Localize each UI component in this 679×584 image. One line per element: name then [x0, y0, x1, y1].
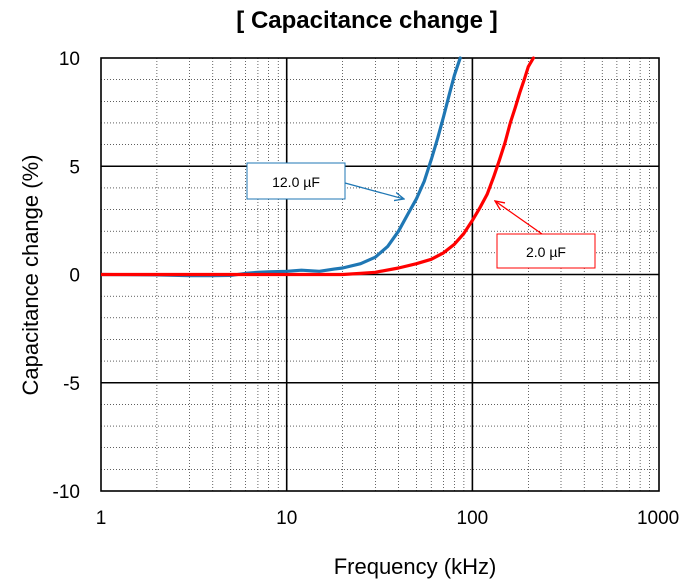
x-tick-label: 10 [276, 508, 297, 529]
x-tick-label: 1000 [637, 508, 679, 529]
x-tick-label: 1 [96, 508, 107, 529]
y-tick-label: 5 [69, 157, 80, 178]
callout-label-12uf: 12.0 µF [272, 174, 320, 190]
y-tick-label: -5 [63, 374, 80, 395]
y-tick-labels: 10 5 0 -5 -10 [53, 49, 80, 503]
y-tick-label: -10 [53, 482, 80, 503]
y-tick-label: 0 [69, 266, 80, 287]
y-axis-label: Capacitance change (%) [18, 155, 43, 396]
chart-title: [ Capacitance change ] [236, 7, 497, 34]
callout-box-12uf [246, 162, 346, 200]
x-tick-labels: 1 10 100 1000 [96, 508, 679, 529]
callout-arrow-12uf [344, 182, 404, 199]
y-tick-label: 10 [59, 49, 80, 70]
callout-label-2uf: 2.0 µF [526, 244, 566, 260]
callout-box-2uf [496, 233, 596, 269]
series-line-2uf [101, 56, 536, 277]
series-lines [101, 56, 536, 278]
callouts: 12.0 µF 2.0 µF [246, 162, 596, 269]
x-tick-label: 100 [457, 508, 489, 529]
x-axis-label: Frequency (kHz) [334, 554, 497, 579]
callout-arrow-2uf [495, 201, 543, 235]
